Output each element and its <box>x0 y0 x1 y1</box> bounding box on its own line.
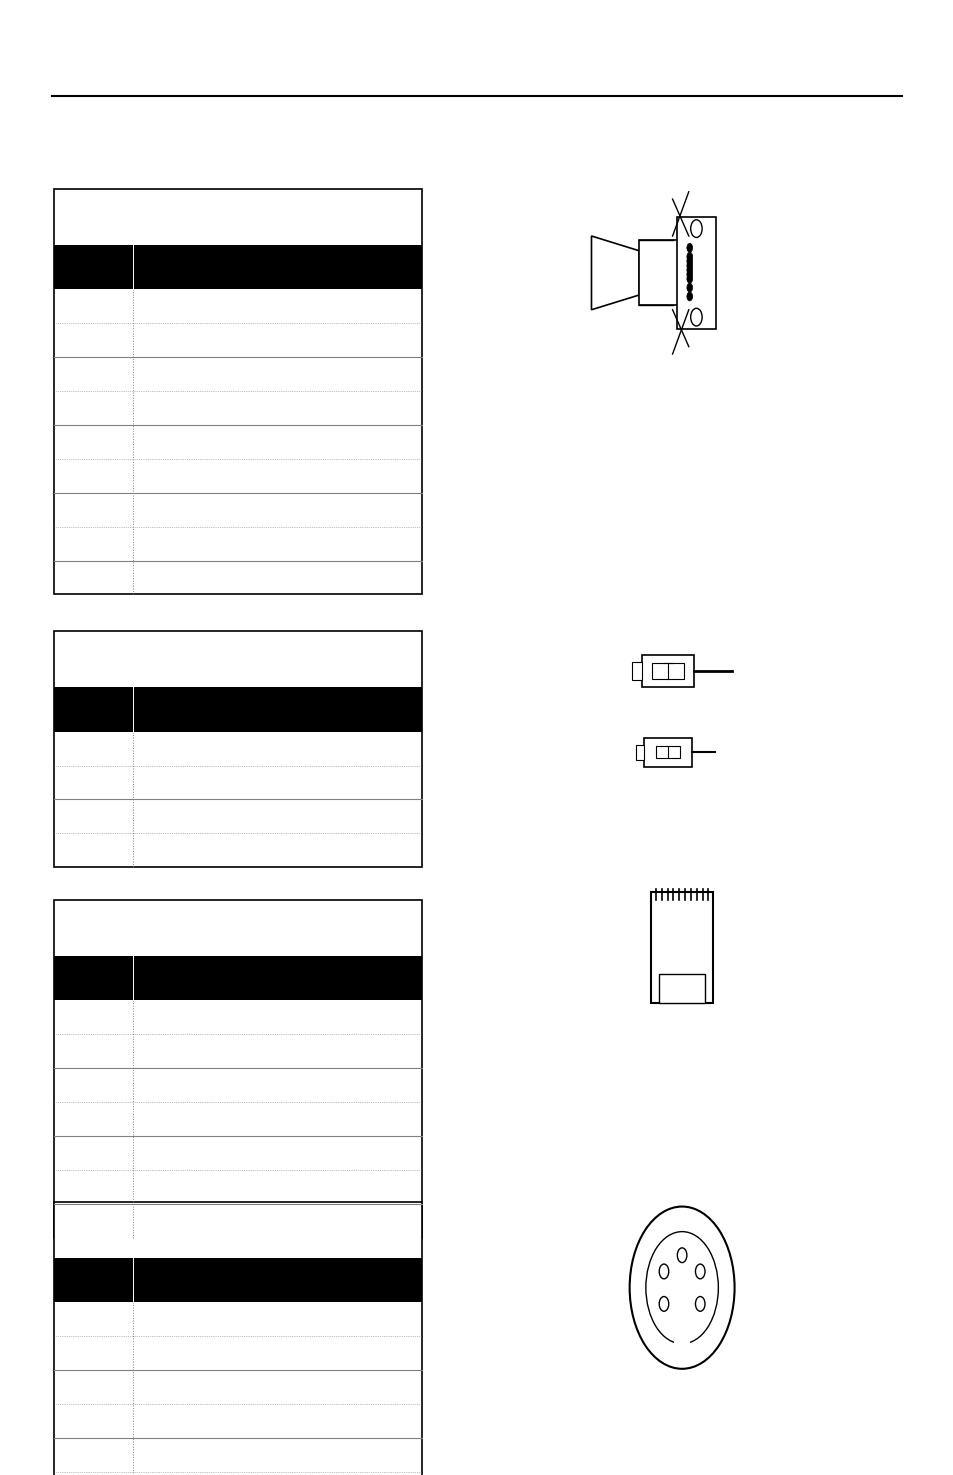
Bar <box>54 1258 421 1302</box>
Circle shape <box>686 261 692 270</box>
Bar <box>54 1202 421 1475</box>
Circle shape <box>686 292 692 301</box>
Circle shape <box>686 270 692 279</box>
Bar <box>54 189 421 594</box>
Circle shape <box>686 283 692 292</box>
Bar <box>639 240 681 305</box>
Bar <box>658 974 704 1003</box>
Bar <box>54 956 421 1000</box>
Circle shape <box>686 257 692 266</box>
Bar <box>54 687 421 732</box>
Bar <box>636 745 643 760</box>
Bar <box>652 662 682 678</box>
Bar <box>655 746 679 758</box>
Circle shape <box>686 266 692 274</box>
Bar <box>54 900 421 1238</box>
Bar <box>674 1332 689 1347</box>
Bar <box>54 631 421 867</box>
Bar <box>54 245 421 289</box>
Circle shape <box>686 243 692 252</box>
Circle shape <box>686 252 692 261</box>
Circle shape <box>686 274 692 283</box>
Bar <box>677 217 715 329</box>
Bar <box>640 655 694 687</box>
Bar <box>643 738 691 767</box>
Bar <box>631 662 640 680</box>
Bar <box>650 892 713 1003</box>
